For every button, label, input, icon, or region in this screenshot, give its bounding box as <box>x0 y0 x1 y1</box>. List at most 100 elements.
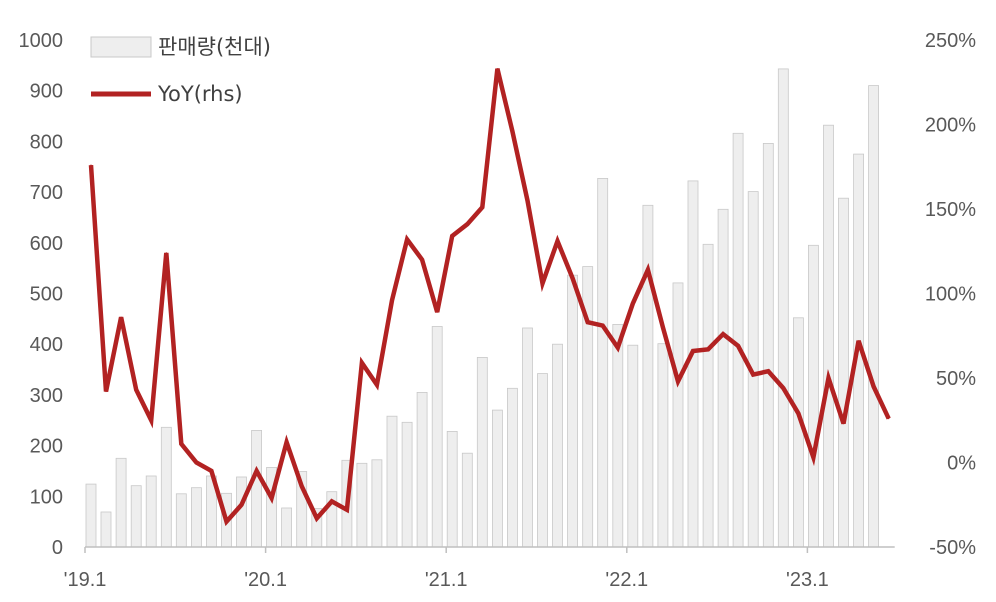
yoy-point <box>210 470 212 472</box>
yoy-point <box>120 316 122 318</box>
yoy-point <box>587 321 589 323</box>
bar-sales <box>672 282 684 548</box>
bar-sales <box>642 204 654 548</box>
bar-sales <box>356 462 368 548</box>
yoy-line <box>88 68 891 527</box>
yoy-point <box>301 485 303 487</box>
yoy-point <box>572 277 574 279</box>
yoy-point <box>797 412 800 415</box>
yoy-point <box>556 240 559 242</box>
bar-sales <box>446 430 458 548</box>
bar-sales <box>506 387 518 548</box>
bar-sales <box>808 244 819 548</box>
bar-sales <box>597 177 609 548</box>
bar-sales <box>100 511 112 548</box>
bar-sales <box>838 197 849 548</box>
bar-sales <box>717 208 729 548</box>
yoy-point <box>135 389 137 391</box>
yoy-point <box>240 504 243 506</box>
y-left-tick-label: 500 <box>30 284 63 306</box>
legend-label-yoy: YoY(rhs) <box>157 82 243 106</box>
bar-sales <box>145 475 157 548</box>
bar-sales <box>657 343 669 548</box>
y-right-tick-label: 0% <box>947 453 976 475</box>
y-left-tick-label: 0 <box>52 537 63 559</box>
yoy-point <box>647 269 649 271</box>
yoy-point <box>466 223 468 225</box>
yoy-point <box>225 521 228 523</box>
yoy-point <box>888 418 890 420</box>
legend-swatch-sales <box>90 36 152 58</box>
yoy-point <box>361 362 363 364</box>
x-tick-label: '20.1 <box>244 569 287 591</box>
yoy-point <box>496 68 498 70</box>
yoy-point <box>331 500 333 502</box>
yoy-point <box>842 423 845 425</box>
y-left-tick-label: 200 <box>30 436 63 458</box>
y-axis-right-labels: -50% 0% 50% 100% 150% 200% 250% <box>925 30 976 559</box>
yoy-point <box>391 299 393 301</box>
y-left-tick-label: 300 <box>30 385 63 407</box>
x-tick-label: '19.1 <box>64 569 107 591</box>
bar-sales <box>175 493 187 548</box>
yoy-point <box>451 235 453 237</box>
yoy-point <box>677 380 679 382</box>
bar-sales <box>190 487 202 548</box>
bar-sales <box>522 327 533 548</box>
bar-sales <box>612 323 624 548</box>
y-left-tick-label: 600 <box>30 233 63 255</box>
bar-sales <box>371 459 383 548</box>
bar-series-sales <box>85 68 879 548</box>
bar-sales <box>461 452 473 548</box>
yoy-point <box>692 350 694 352</box>
yoy-point <box>812 456 815 458</box>
yoy-point <box>737 345 739 347</box>
bar-sales <box>762 142 774 548</box>
yoy-point <box>481 206 483 208</box>
bar-sales <box>431 326 443 548</box>
y-left-tick-label: 700 <box>30 182 63 204</box>
legend-label-sales: 판매량(천대) <box>158 35 271 59</box>
yoy-point <box>722 333 724 335</box>
bar-sales <box>868 85 879 548</box>
y-right-tick-label: -50% <box>929 537 976 559</box>
y-left-tick-label: 900 <box>30 81 63 103</box>
bar-sales <box>567 274 578 548</box>
yoy-point <box>827 377 830 379</box>
yoy-point <box>316 517 318 519</box>
bar-sales <box>85 483 97 548</box>
x-tick-label: '21.1 <box>425 569 468 591</box>
yoy-point <box>150 419 152 421</box>
y-left-tick-label: 100 <box>30 486 63 508</box>
y-right-tick-label: 100% <box>925 284 976 306</box>
bar-sales <box>537 373 548 548</box>
yoy-point <box>752 374 754 376</box>
yoy-point <box>256 470 258 472</box>
bar-sales <box>793 317 804 548</box>
yoy-point <box>511 130 513 132</box>
yoy-point <box>286 441 288 443</box>
yoy-point <box>180 443 182 445</box>
yoy-point <box>165 252 167 254</box>
yoy-point <box>436 311 438 313</box>
bar-sales <box>416 391 428 548</box>
y-right-tick-label: 200% <box>925 115 976 137</box>
bar-sales <box>702 243 714 548</box>
bar-sales <box>823 124 834 548</box>
y-left-tick-label: 400 <box>30 334 63 356</box>
bar-sales <box>160 426 172 548</box>
y-axis-left-labels: 0 100 200 300 400 500 600 700 800 900 1000 <box>19 30 64 559</box>
yoy-point <box>858 340 860 342</box>
yoy-point <box>421 259 423 261</box>
yoy-point <box>105 390 107 393</box>
bar-sales <box>386 415 398 548</box>
y-right-tick-label: 250% <box>925 30 976 52</box>
yoy-point <box>782 387 784 389</box>
bar-sales <box>627 344 639 548</box>
yoy-point <box>346 509 348 511</box>
yoy-point <box>632 303 634 305</box>
yoy-point <box>541 282 544 284</box>
bar-sales <box>401 421 413 548</box>
yoy-point <box>406 238 408 240</box>
bar-sales <box>687 180 699 548</box>
